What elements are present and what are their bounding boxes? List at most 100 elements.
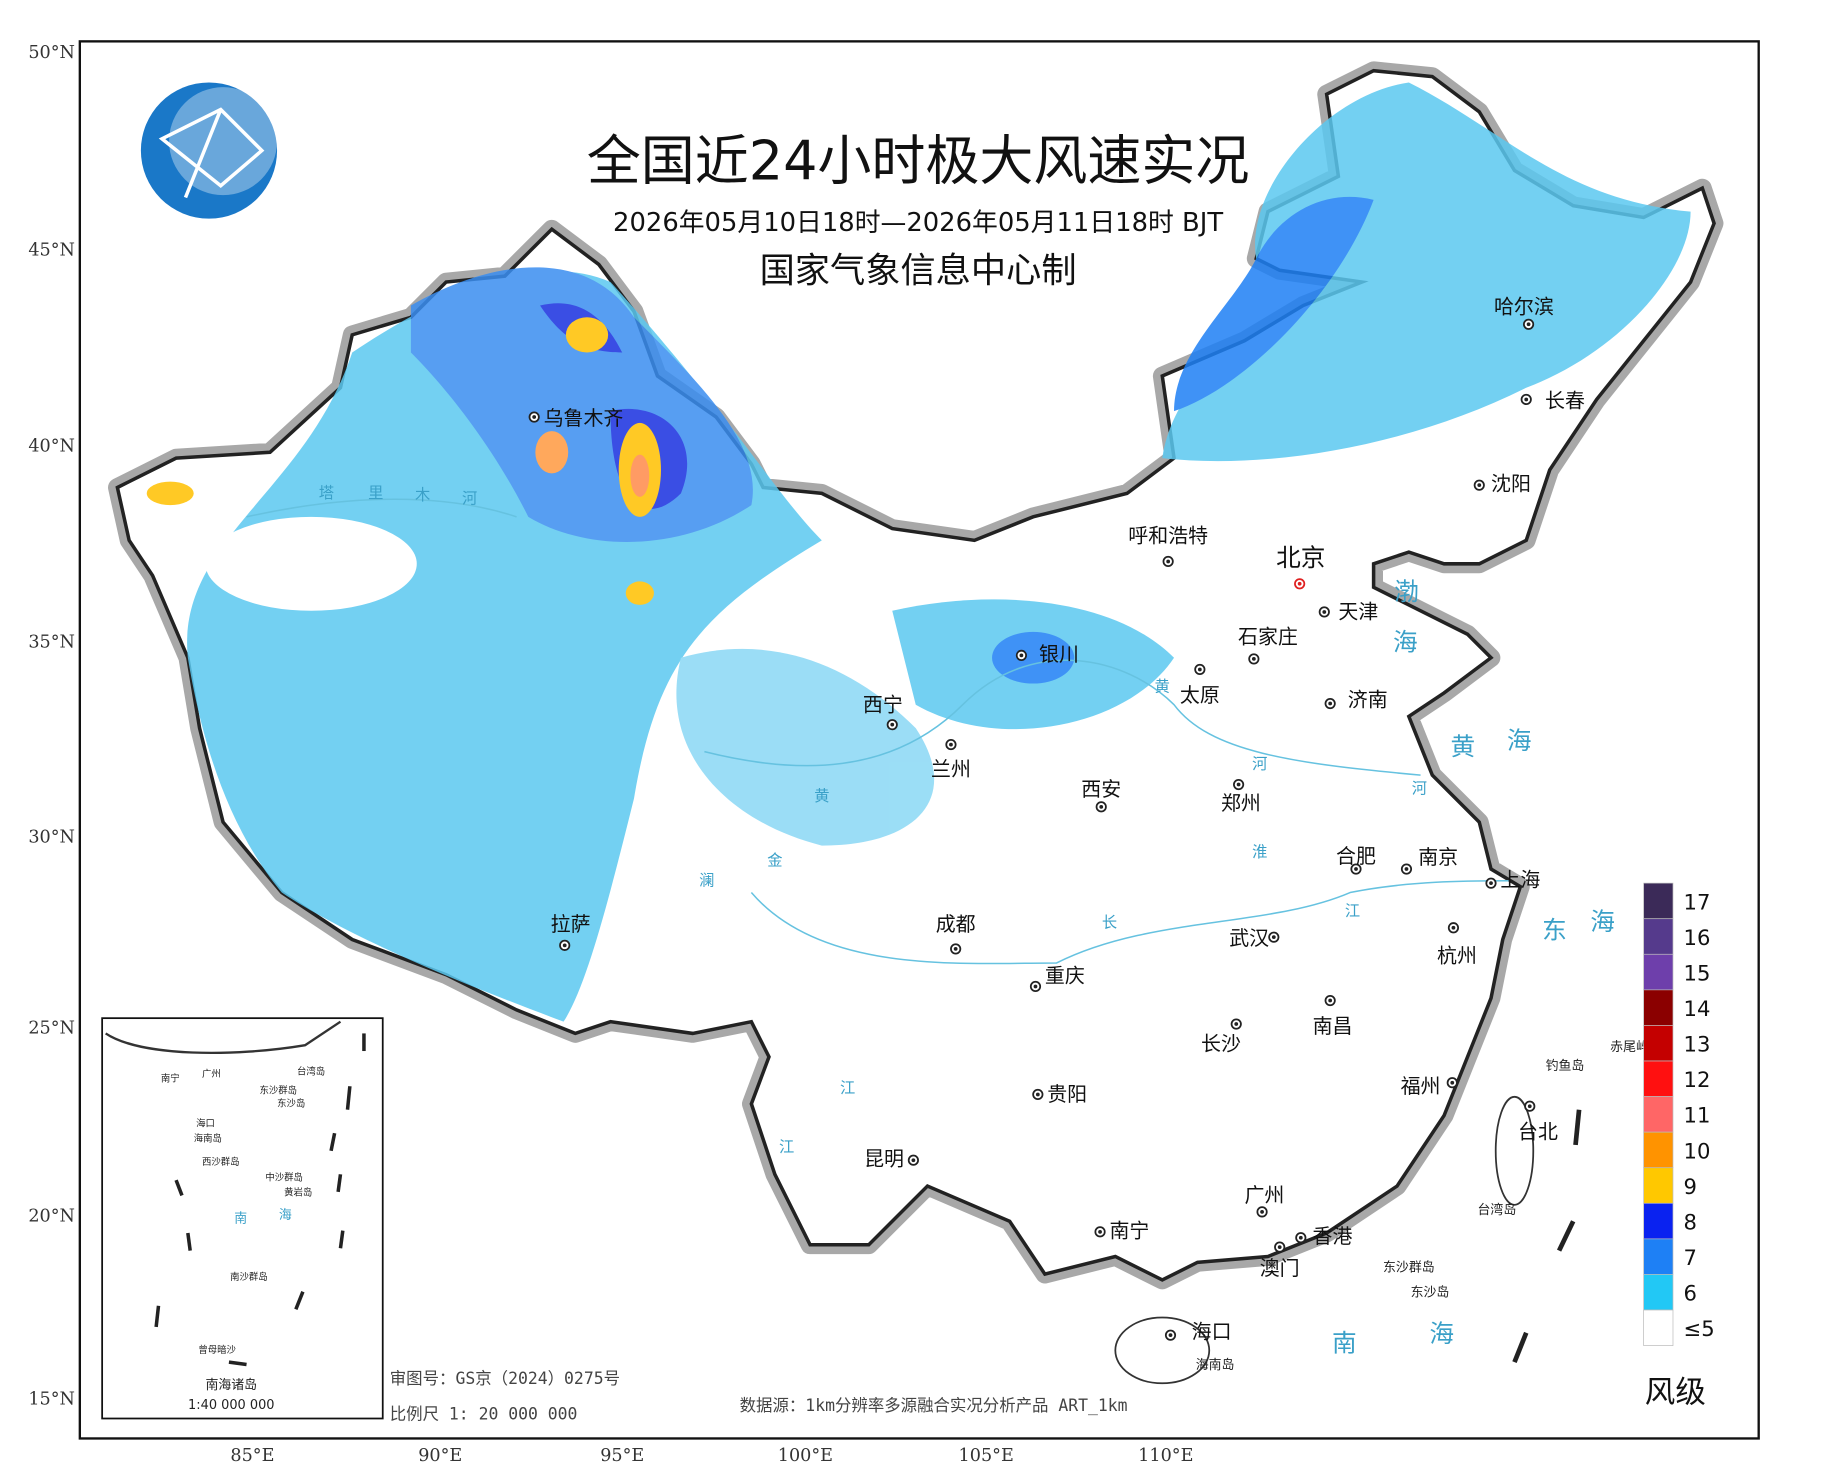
river-label: 澜 <box>699 871 714 889</box>
city-label: 西安 <box>1081 777 1121 801</box>
lon-label: 85°E <box>230 1446 274 1466</box>
data-source: 数据源：1km分辨率多源融合实况分析产品 ART_1km <box>740 1396 1128 1415</box>
legend-swatch <box>1643 1274 1674 1311</box>
lat-label: 50°N <box>28 43 75 63</box>
inset-label: 西沙群岛 <box>202 1156 240 1168</box>
city-dot-center <box>911 1158 916 1163</box>
river-label: 河 <box>1412 780 1427 798</box>
city-dot-center <box>1277 1245 1282 1249</box>
taiwan <box>1494 1095 1535 1206</box>
city-label: 太原 <box>1180 683 1220 707</box>
logo-globe <box>140 82 278 219</box>
city-label: 长沙 <box>1201 1032 1241 1056</box>
river-label: 里 <box>368 484 383 502</box>
city-label: 贵阳 <box>1047 1082 1087 1106</box>
place-label: 赤尾屿 <box>1610 1040 1649 1055</box>
city-dot-center <box>1298 1235 1303 1240</box>
city-dot-center <box>1035 1092 1040 1097</box>
wind-area <box>1174 196 1374 412</box>
place-label: 台湾岛 <box>1478 1202 1517 1218</box>
legend-label: 8 <box>1684 1209 1697 1234</box>
inset-label: 南 <box>234 1210 247 1226</box>
city-label: 石家庄 <box>1238 624 1298 648</box>
sea-label: 海 <box>1590 907 1615 936</box>
inset-dash <box>345 1086 352 1110</box>
legend-label: 10 <box>1684 1138 1711 1163</box>
legend-label: 9 <box>1684 1174 1697 1199</box>
river-label: 长 <box>1102 914 1117 932</box>
legend-title: 风级 <box>1645 1375 1706 1410</box>
city-label: 南宁 <box>1109 1218 1149 1242</box>
legend-label: 6 <box>1684 1281 1697 1306</box>
city-label: 澳门 <box>1260 1256 1300 1280</box>
legend-swatch <box>1643 882 1674 920</box>
city-dot-center <box>1260 1209 1264 1214</box>
city-dot-center <box>1451 925 1456 930</box>
logo-net <box>158 107 265 199</box>
title: 全国近24小时极大风速实况 <box>587 129 1250 192</box>
city-dot-center <box>1322 610 1327 614</box>
city-label: 上海 <box>1500 867 1540 891</box>
city-label: 长春 <box>1545 388 1585 412</box>
lat-label: 45°N <box>28 240 75 260</box>
city-dot-center <box>1404 867 1409 871</box>
inset-label: 海南岛 <box>194 1133 222 1145</box>
legend-label: 11 <box>1684 1103 1711 1128</box>
lat-label: 20°N <box>28 1207 75 1227</box>
wind-area <box>146 481 194 506</box>
city-label: 呼和浩特 <box>1128 523 1208 547</box>
city-dot-center <box>1236 782 1241 787</box>
inset-label: 台湾岛 <box>297 1066 325 1078</box>
logo-shine <box>169 87 278 196</box>
wind-areas <box>146 82 1691 1022</box>
city-dot-center <box>949 742 953 747</box>
legend-label: ≤5 <box>1684 1316 1715 1341</box>
wind-area <box>1162 82 1691 462</box>
wind-area <box>676 648 935 846</box>
organization: 国家气象信息中心制 <box>760 251 1077 292</box>
city-dot-center <box>1033 984 1038 989</box>
city-label: 昆明 <box>864 1147 904 1171</box>
city-label: 武汉 <box>1229 926 1269 950</box>
river-label: 淮 <box>1252 843 1267 861</box>
lat-label: 35°N <box>28 632 75 652</box>
inset-dash <box>336 1174 343 1193</box>
lat-label: 25°N <box>28 1019 75 1039</box>
legend-label: 12 <box>1684 1067 1711 1092</box>
legend-swatch <box>1643 953 1674 991</box>
city-label: 北京 <box>1276 543 1325 572</box>
rivers <box>246 498 1509 965</box>
river <box>246 498 517 518</box>
inset-coast <box>105 1020 342 1055</box>
subtitle: 2026年05月10日18时—2026年05月11日18时 BJT <box>613 208 1223 238</box>
city-dot-center <box>1524 397 1529 402</box>
wind-area <box>565 317 609 353</box>
sea-label: 海 <box>1507 726 1532 755</box>
inset-label: 曾母暗沙 <box>198 1344 236 1356</box>
city-dot-center <box>1197 667 1202 672</box>
city-dot-center <box>1166 559 1171 564</box>
inset-dash <box>186 1232 192 1251</box>
lon-label: 90°E <box>418 1446 462 1466</box>
river <box>750 880 1509 965</box>
legend-swatch <box>1643 918 1674 955</box>
inset-label: 中沙群岛 <box>265 1171 303 1183</box>
city-label: 乌鲁木齐 <box>544 406 624 430</box>
inset-label: 黄岩岛 <box>284 1187 312 1199</box>
city-label: 济南 <box>1348 688 1388 712</box>
inset-label: 广州 <box>202 1068 221 1080</box>
sea-label: 东 <box>1542 915 1567 944</box>
legend-swatch <box>1643 1238 1674 1275</box>
dash <box>1556 1220 1576 1252</box>
river-label: 金 <box>767 851 782 869</box>
legend-label: 14 <box>1684 996 1711 1021</box>
legend-label: 7 <box>1684 1245 1697 1270</box>
city-dot-center <box>1251 657 1256 661</box>
legend-swatch <box>1643 1309 1674 1346</box>
city-label: 南京 <box>1418 845 1458 869</box>
hainan <box>1114 1316 1211 1385</box>
sea-label: 黄 <box>1451 732 1476 761</box>
wind-area <box>535 431 569 474</box>
